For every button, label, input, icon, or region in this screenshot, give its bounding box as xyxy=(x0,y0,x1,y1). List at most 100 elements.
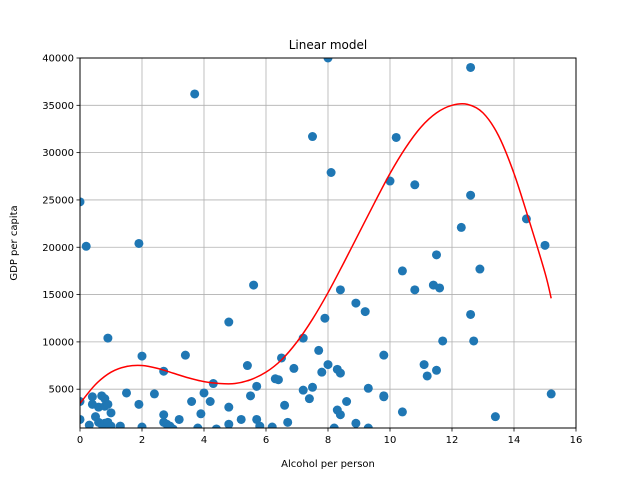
scatter-point xyxy=(193,423,203,428)
scatter-point xyxy=(410,180,420,190)
scatter-point xyxy=(391,132,401,142)
scatter-point xyxy=(122,388,131,398)
scatter-point xyxy=(252,381,262,391)
scatter-point xyxy=(323,360,333,370)
scatter-point xyxy=(335,285,345,295)
scatter-point xyxy=(456,222,466,232)
scatter-point xyxy=(149,389,159,399)
scatter-point xyxy=(84,420,94,428)
scatter-point xyxy=(360,307,370,317)
y-tick-label: 15000 xyxy=(42,290,74,301)
x-tick-label: 8 xyxy=(325,435,331,446)
scatter-point xyxy=(419,360,429,370)
y-axis: 5000 10000 15000 20000 25000 30000 35000 40000 xyxy=(42,54,80,396)
scatter-point xyxy=(351,418,361,428)
scatter-point xyxy=(438,336,448,346)
y-tick-label: 25000 xyxy=(42,195,74,206)
x-tick-label: 2 xyxy=(139,435,145,446)
scatter-point xyxy=(280,400,290,410)
y-tick-label: 30000 xyxy=(42,148,74,159)
x-tick-label: 0 xyxy=(77,435,83,446)
scatter-point xyxy=(323,58,333,63)
scatter-point xyxy=(224,419,234,428)
scatter-point xyxy=(115,421,125,428)
scatter-point xyxy=(410,285,420,295)
scatter-point xyxy=(363,383,373,393)
scatter-point xyxy=(87,392,97,402)
x-tick-label: 12 xyxy=(446,435,459,446)
scatter-point xyxy=(174,414,184,424)
x-tick-label: 14 xyxy=(508,435,521,446)
scatter-point xyxy=(134,399,144,409)
scatter-point xyxy=(317,367,327,377)
y-tick-label: 5000 xyxy=(49,385,74,396)
scatter-point xyxy=(224,317,234,327)
scatter-point xyxy=(199,388,209,398)
scatter-point xyxy=(273,375,283,385)
scatter-point xyxy=(397,407,407,417)
scatter-point xyxy=(103,333,113,343)
scatter-point xyxy=(289,363,299,373)
scatter-point xyxy=(106,421,116,428)
scatter-point xyxy=(363,423,373,428)
scatter-point xyxy=(475,264,485,274)
scatter-point xyxy=(267,422,277,428)
y-tick-label: 10000 xyxy=(42,337,74,348)
scatter-point xyxy=(298,385,308,395)
scatter-point xyxy=(246,391,255,401)
y-tick-label: 40000 xyxy=(42,54,74,65)
scatter-point xyxy=(80,197,85,207)
scatter-point xyxy=(81,241,91,251)
scatter-point xyxy=(351,298,361,308)
scatter-point xyxy=(432,250,441,260)
scatter-point xyxy=(180,350,190,360)
x-tick-label: 6 xyxy=(263,435,269,446)
scatter-point xyxy=(255,421,265,428)
scatter-point xyxy=(277,353,286,363)
scatter-point xyxy=(168,424,178,428)
scatter-point xyxy=(335,368,345,378)
scatter-point xyxy=(249,280,259,290)
scatter-point xyxy=(308,132,317,142)
scatter-point xyxy=(80,414,85,424)
y-tick-label: 35000 xyxy=(42,101,74,112)
scatter-point xyxy=(326,168,336,178)
plot-content xyxy=(80,58,556,428)
scatter-point xyxy=(320,313,330,323)
scatter-point xyxy=(466,309,476,319)
x-tick-label: 4 xyxy=(201,435,207,446)
scatter-point xyxy=(490,412,500,422)
chart-title: Linear model xyxy=(289,38,367,52)
x-axis: 0 2 4 6 8 10 12 14 16 xyxy=(77,428,583,446)
scatter-point xyxy=(342,397,352,407)
scatter-point xyxy=(187,397,197,407)
scatter-point xyxy=(106,408,116,418)
scatter-point xyxy=(379,392,389,402)
scatter-point xyxy=(397,266,407,276)
scatter-point xyxy=(379,350,389,360)
scatter-point xyxy=(224,402,234,412)
scatter-point xyxy=(466,190,476,200)
scatter-point xyxy=(205,397,215,407)
scatter-point xyxy=(329,423,339,428)
scatter-point xyxy=(546,389,556,399)
scatter-point xyxy=(283,417,293,427)
scatter-point xyxy=(190,89,200,99)
scatter-point xyxy=(103,399,113,409)
y-tick-label: 20000 xyxy=(42,243,74,254)
scatter-point xyxy=(212,424,221,428)
scatter-point xyxy=(422,371,432,381)
scatter-point xyxy=(159,410,169,420)
scatter-point xyxy=(236,414,246,424)
scatter-point xyxy=(304,394,314,404)
scatter-point xyxy=(469,336,479,346)
scatter-point xyxy=(196,409,206,419)
x-tick-label: 16 xyxy=(570,435,583,446)
scatter-point xyxy=(137,351,147,361)
scatter-point xyxy=(435,283,445,293)
scatter-point xyxy=(466,62,476,72)
scatter-point xyxy=(432,365,441,375)
x-axis-label: Alcohol per person xyxy=(281,459,375,470)
scatter-point xyxy=(314,345,324,355)
